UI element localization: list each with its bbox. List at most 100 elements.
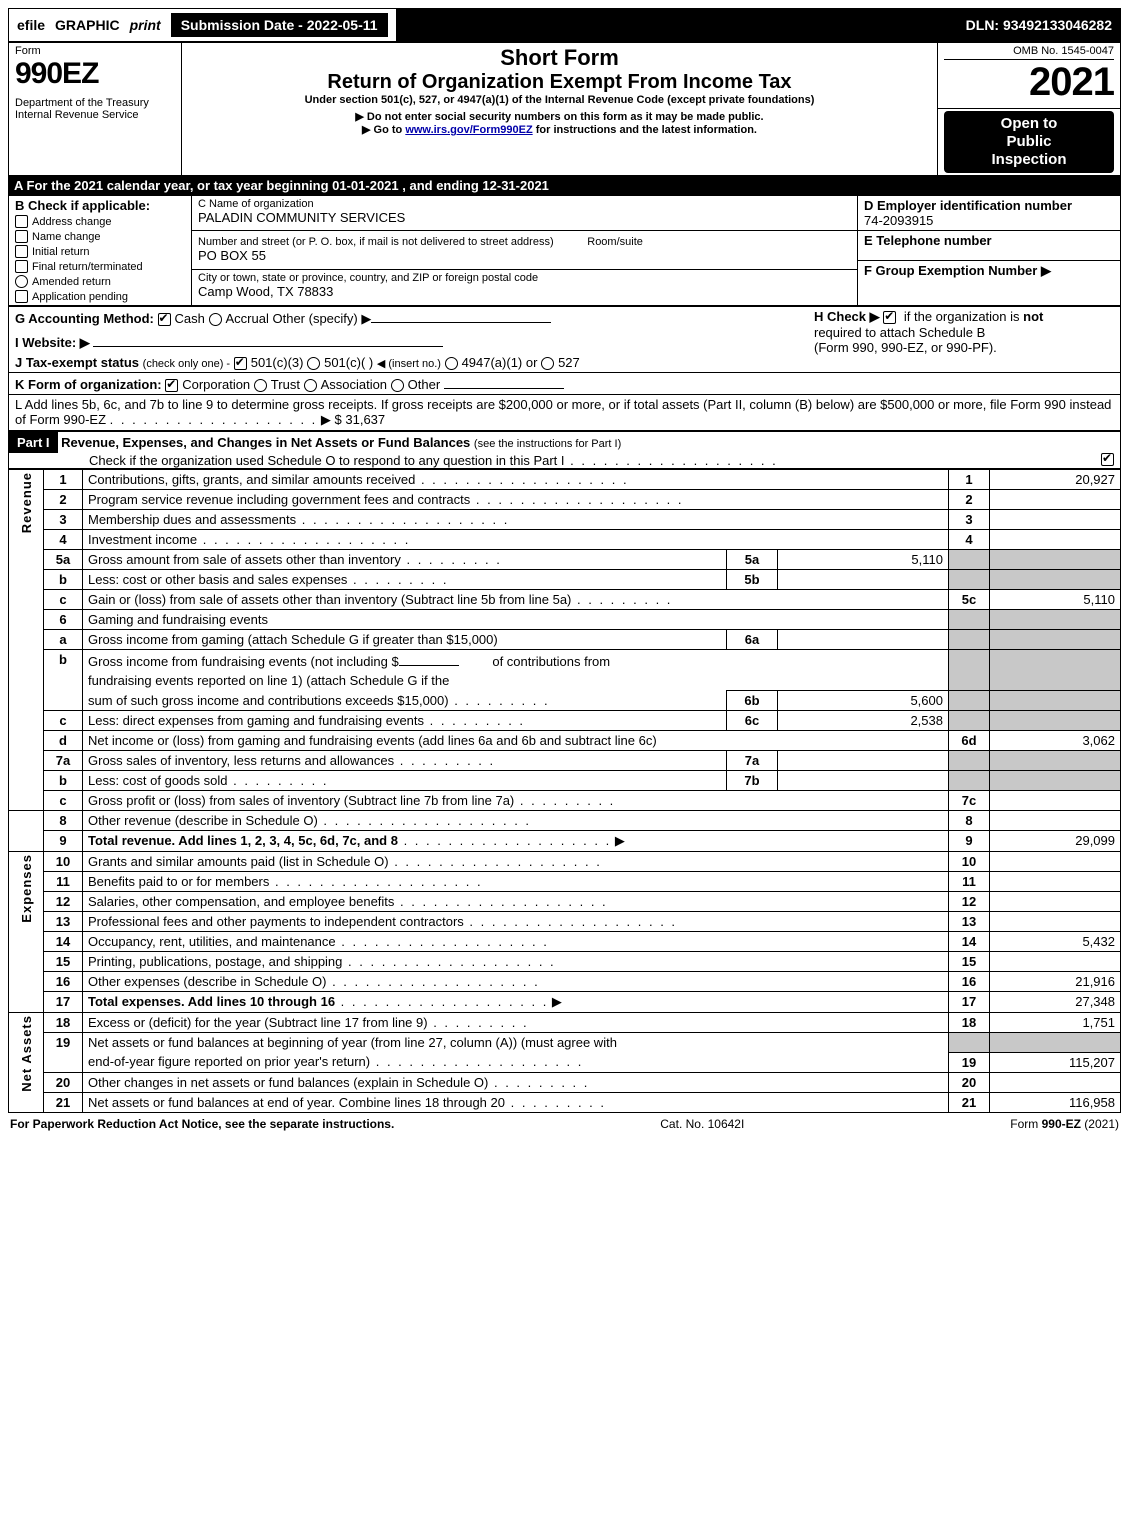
- cb-other-method[interactable]: Other (specify) ▶: [272, 311, 551, 326]
- sidelabel-revenue: Revenue: [19, 472, 34, 533]
- section-h: H Check ▶ if the organization is not req…: [814, 309, 1114, 355]
- section-e-label: E Telephone number: [858, 230, 1120, 248]
- section-k-label: K Form of organization:: [15, 377, 162, 392]
- form-number: 990EZ: [15, 57, 175, 91]
- line-6a-text: Gross income from gaming (attach Schedul…: [83, 630, 727, 650]
- dept-treasury: Department of the Treasury: [15, 97, 175, 109]
- cb-schedule-o-used[interactable]: [1101, 453, 1114, 466]
- omb-number: OMB No. 1545-0047: [944, 45, 1114, 60]
- line-20-text: Other changes in net assets or fund bala…: [83, 1072, 949, 1092]
- cb-527[interactable]: 527: [541, 355, 580, 370]
- print-link[interactable]: print: [130, 17, 161, 33]
- cb-trust[interactable]: Trust: [254, 377, 300, 392]
- line-8-text: Other revenue (describe in Schedule O): [83, 811, 949, 831]
- section-f-label: F Group Exemption Number ▶: [858, 260, 1120, 279]
- city-value: Camp Wood, TX 78833: [198, 284, 851, 299]
- line-6c-text: Less: direct expenses from gaming and fu…: [83, 711, 727, 731]
- sidelabel-netassets: Net Assets: [19, 1015, 34, 1092]
- cb-4947[interactable]: 4947(a)(1) or: [445, 355, 538, 370]
- section-d-label: D Employer identification number: [864, 198, 1114, 213]
- title-main: Return of Organization Exempt From Incom…: [188, 71, 931, 94]
- dln-label: DLN: 93492133046282: [958, 13, 1120, 37]
- line-5c-text: Gain or (loss) from sale of assets other…: [83, 590, 949, 610]
- line-11-text: Benefits paid to or for members: [83, 872, 949, 892]
- line-15-text: Printing, publications, postage, and shi…: [83, 952, 949, 972]
- section-c-city-label: City or town, state or province, country…: [198, 272, 851, 284]
- footer-right: Form 990-EZ (2021): [1010, 1117, 1119, 1131]
- cb-corporation[interactable]: Corporation: [165, 377, 250, 392]
- sections-g-through-l: G Accounting Method: Cash Accrual Other …: [8, 306, 1121, 431]
- footer-left: For Paperwork Reduction Act Notice, see …: [10, 1117, 394, 1131]
- irs-link[interactable]: www.irs.gov/Form990EZ: [405, 124, 532, 136]
- line-19-text2: end-of-year figure reported on prior yea…: [83, 1052, 949, 1072]
- section-i: I Website: ▶: [15, 333, 802, 351]
- line-16-text: Other expenses (describe in Schedule O): [83, 972, 949, 992]
- section-g-label: G Accounting Method:: [15, 311, 154, 326]
- line-17-text: Total expenses. Add lines 10 through 16 …: [83, 992, 949, 1013]
- line-4-text: Investment income: [83, 530, 949, 550]
- part1-label: Part I: [9, 432, 58, 453]
- top-bar-left: efile GRAPHIC print Submission Date - 20…: [9, 9, 396, 41]
- cb-address-change[interactable]: Address change: [15, 213, 185, 228]
- section-c-street-label: Number and street (or P. O. box, if mail…: [198, 236, 554, 248]
- cb-other-org[interactable]: Other: [391, 377, 441, 392]
- line-1-text: Contributions, gifts, grants, and simila…: [83, 470, 949, 490]
- cb-501c3[interactable]: 501(c)(3): [234, 355, 304, 370]
- submission-date: Submission Date - 2022-05-11: [171, 13, 388, 37]
- street-value: PO BOX 55: [198, 248, 851, 263]
- cb-cash[interactable]: Cash: [158, 311, 205, 326]
- line-12-text: Salaries, other compensation, and employ…: [83, 892, 949, 912]
- cb-accrual[interactable]: Accrual: [209, 311, 269, 326]
- form-header: Form 990EZ Department of the Treasury In…: [8, 42, 1121, 176]
- cb-schedule-b[interactable]: [883, 309, 900, 324]
- line-21-text: Net assets or fund balances at end of ye…: [83, 1092, 949, 1112]
- line-6b-text3: sum of such gross income and contributio…: [83, 691, 727, 711]
- section-j: J Tax-exempt status (check only one) - 5…: [15, 355, 802, 370]
- cb-association[interactable]: Association: [304, 377, 387, 392]
- footer-catalog: Cat. No. 10642I: [660, 1117, 744, 1131]
- part1-title: Revenue, Expenses, and Changes in Net As…: [61, 435, 470, 450]
- section-c-name-label: C Name of organization: [198, 198, 851, 210]
- room-suite-label: Room/suite: [587, 236, 643, 248]
- line-5a-text: Gross amount from sale of assets other t…: [83, 550, 727, 570]
- cb-final-return[interactable]: Final return/terminated: [15, 258, 185, 273]
- ein-value: 74-2093915: [864, 213, 1114, 228]
- line-1-amount: 20,927: [990, 470, 1121, 490]
- part1-title-note: (see the instructions for Part I): [474, 438, 621, 450]
- open-to-public: Open to Public Inspection: [944, 111, 1114, 173]
- dept-irs: Internal Revenue Service: [15, 109, 175, 121]
- line-13-text: Professional fees and other payments to …: [83, 912, 949, 932]
- line-7b-text: Less: cost of goods sold: [83, 771, 727, 791]
- cb-initial-return[interactable]: Initial return: [15, 243, 185, 258]
- warning-ssn: ▶ Do not enter social security numbers o…: [188, 110, 931, 123]
- line-6b-text2: fundraising events reported on line 1) (…: [83, 671, 949, 691]
- form-word: Form: [15, 45, 175, 57]
- line-14-text: Occupancy, rent, utilities, and maintena…: [83, 932, 949, 952]
- warning-goto: ▶ Go to www.irs.gov/Form990EZ for instru…: [188, 123, 931, 136]
- efile-label: efile: [17, 17, 45, 33]
- line-9-text: Total revenue. Add lines 1, 2, 3, 4, 5c,…: [83, 831, 949, 852]
- title-short: Short Form: [188, 45, 931, 71]
- top-bar: efile GRAPHIC print Submission Date - 20…: [8, 8, 1121, 42]
- cb-application-pending[interactable]: Application pending: [15, 288, 185, 303]
- graphic-label: GRAPHIC: [55, 17, 120, 33]
- line-2-text: Program service revenue including govern…: [83, 490, 949, 510]
- section-a-taxyear: A For the 2021 calendar year, or tax yea…: [8, 176, 1121, 195]
- line-6d-text: Net income or (loss) from gaming and fun…: [83, 731, 949, 751]
- subtitle: Under section 501(c), 527, or 4947(a)(1)…: [188, 94, 931, 106]
- part1-lines-table: Revenue 1 Contributions, gifts, grants, …: [8, 469, 1121, 1113]
- cb-name-change[interactable]: Name change: [15, 228, 185, 243]
- line-3-text: Membership dues and assessments: [83, 510, 949, 530]
- section-b-title: B Check if applicable:: [15, 198, 185, 213]
- line-7a-text: Gross sales of inventory, less returns a…: [83, 751, 727, 771]
- page-footer: For Paperwork Reduction Act Notice, see …: [8, 1113, 1121, 1135]
- part1-check-note: Check if the organization used Schedule …: [9, 453, 1120, 468]
- line-10-text: Grants and similar amounts paid (list in…: [83, 852, 949, 872]
- line-6b-text1: Gross income from fundraising events (no…: [83, 650, 949, 672]
- section-l: L Add lines 5b, 6c, and 7b to line 9 to …: [9, 395, 1121, 431]
- line-7c-text: Gross profit or (loss) from sales of inv…: [83, 791, 949, 811]
- cb-amended-return[interactable]: Amended return: [15, 273, 185, 288]
- cb-501c[interactable]: 501(c)( ) ◀ (insert no.): [307, 355, 441, 370]
- part1-header: Part I Revenue, Expenses, and Changes in…: [8, 431, 1121, 469]
- line-6-text: Gaming and fundraising events: [83, 610, 949, 630]
